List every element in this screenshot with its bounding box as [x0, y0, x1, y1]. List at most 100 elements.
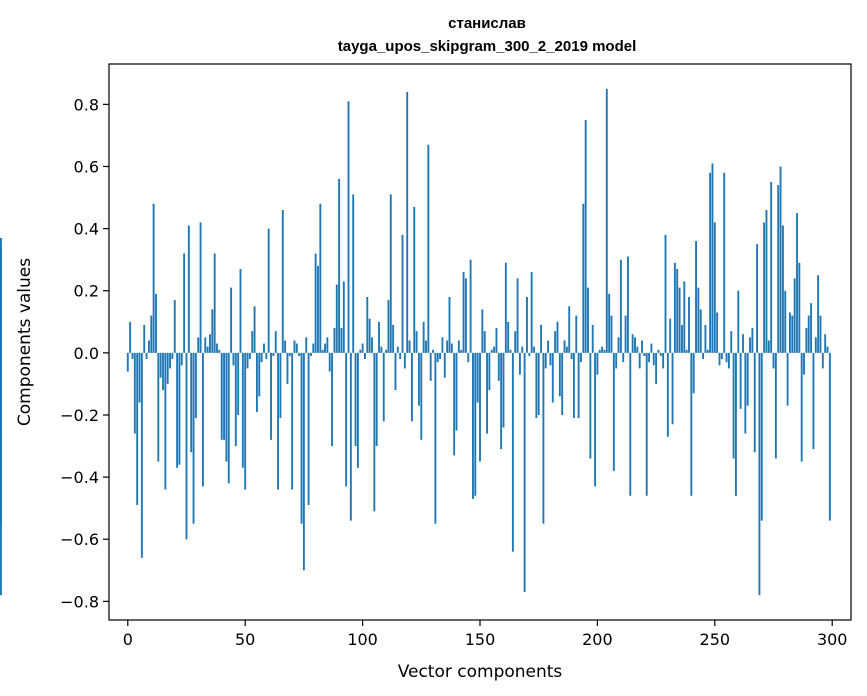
y-tick-label: 0.8	[74, 95, 99, 114]
bar	[333, 328, 336, 353]
bar	[267, 228, 270, 353]
bar	[338, 178, 341, 353]
bar	[232, 352, 235, 366]
bar	[821, 352, 824, 369]
bar	[0, 352, 2, 596]
bar	[676, 269, 679, 353]
bar	[429, 352, 432, 381]
bar	[366, 296, 369, 353]
bar	[293, 340, 296, 353]
bar	[763, 222, 766, 353]
bar	[192, 352, 195, 524]
bar	[126, 352, 129, 372]
bar	[551, 352, 554, 403]
bar	[410, 352, 413, 422]
bar	[488, 352, 491, 391]
bar	[171, 352, 174, 360]
bar	[145, 352, 148, 360]
y-tick-label: 0.4	[74, 220, 99, 239]
bar	[197, 337, 200, 353]
bar	[368, 318, 371, 353]
bar	[392, 324, 395, 353]
bar	[0, 237, 2, 353]
bar	[739, 352, 742, 409]
bar	[295, 343, 298, 353]
bar	[664, 234, 667, 353]
bar	[225, 352, 228, 462]
bar	[793, 278, 796, 353]
bar	[472, 352, 474, 499]
bar	[493, 346, 496, 353]
bar	[514, 331, 517, 353]
bar	[335, 284, 338, 353]
bar	[361, 343, 364, 353]
bar	[516, 278, 519, 353]
bar	[805, 328, 808, 353]
bar	[528, 352, 531, 356]
bar	[324, 343, 326, 353]
x-tick-label: 300	[817, 630, 848, 649]
bar	[732, 352, 735, 459]
bar	[227, 352, 230, 484]
bar	[434, 352, 437, 524]
bar	[742, 334, 744, 353]
bar	[328, 352, 331, 372]
bar	[439, 352, 442, 360]
bar	[305, 337, 308, 353]
bar	[263, 343, 265, 353]
bar	[540, 324, 542, 353]
bar	[767, 340, 770, 353]
bar	[530, 272, 533, 353]
bar	[587, 287, 589, 353]
x-tick-label: 100	[347, 630, 378, 649]
bar	[634, 337, 636, 353]
bar	[455, 352, 458, 431]
bar	[615, 352, 618, 369]
bar	[819, 315, 822, 353]
bar	[730, 331, 733, 353]
bar	[737, 290, 740, 353]
bar	[234, 352, 237, 447]
x-axis-ticks: 0 50 100 150 200 250 300	[123, 620, 848, 649]
bar	[183, 253, 186, 353]
bar	[800, 352, 803, 462]
bar	[310, 352, 312, 356]
bar	[535, 352, 538, 419]
bar	[610, 315, 613, 353]
bar	[418, 352, 420, 406]
bar	[265, 352, 268, 360]
bar	[331, 352, 334, 447]
bar	[544, 352, 547, 369]
bar	[652, 352, 655, 366]
bar	[753, 352, 756, 453]
bar	[185, 352, 188, 540]
bar	[711, 163, 714, 353]
bar	[401, 234, 404, 353]
bar	[580, 352, 582, 363]
bar	[695, 241, 697, 353]
bar	[199, 222, 202, 353]
bar	[389, 194, 392, 353]
bar	[274, 331, 277, 353]
bar	[812, 352, 815, 450]
bar	[735, 352, 737, 496]
y-axis-ticks: 0.8 0.6 0.4 0.2 0.0 −0.2 −0.4 −0.6 −0.8	[60, 95, 109, 611]
bar	[777, 185, 780, 353]
bar	[155, 293, 157, 353]
bar	[631, 334, 634, 353]
bar	[490, 349, 493, 353]
x-tick-label: 200	[582, 630, 613, 649]
bar	[279, 352, 282, 419]
bar	[626, 256, 629, 353]
bar	[803, 352, 805, 375]
bar	[690, 352, 693, 496]
bar	[591, 324, 594, 353]
bar	[554, 331, 557, 353]
chart-title: станислав	[448, 15, 526, 32]
bar	[697, 287, 700, 353]
bar	[260, 352, 263, 363]
bar	[284, 340, 287, 353]
bar	[403, 352, 406, 369]
bar	[180, 352, 183, 366]
